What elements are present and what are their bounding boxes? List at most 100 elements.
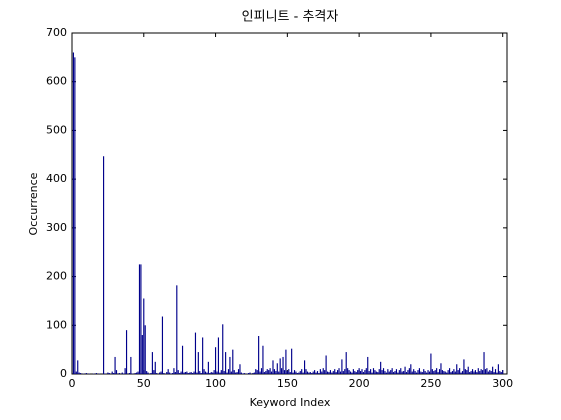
bar [240, 372, 242, 374]
bar [318, 373, 320, 374]
bar [364, 370, 366, 374]
bar [426, 372, 428, 374]
bar [176, 285, 178, 374]
bar [179, 373, 181, 374]
bar [502, 370, 504, 374]
bar [248, 373, 250, 374]
bar [278, 371, 280, 374]
bar [345, 352, 347, 374]
bar [269, 368, 271, 374]
bar [324, 370, 326, 374]
bar [173, 368, 175, 374]
bar [216, 371, 218, 374]
bar [239, 364, 241, 374]
bar [144, 325, 146, 374]
bar [368, 371, 370, 374]
bar [456, 364, 458, 374]
bar [459, 368, 461, 374]
bar [193, 371, 195, 374]
bar [212, 372, 214, 374]
bar [118, 373, 120, 374]
bar [342, 371, 344, 374]
bar [312, 371, 314, 374]
bar [329, 370, 331, 374]
bar [332, 371, 334, 374]
bar [341, 359, 343, 374]
bar [331, 372, 333, 374]
bar [457, 370, 459, 374]
bar [372, 368, 375, 374]
bar [220, 370, 222, 374]
bar [295, 371, 297, 374]
bar [113, 373, 115, 374]
bar [404, 366, 406, 374]
bar [480, 369, 482, 374]
bar [362, 372, 365, 374]
bar [453, 369, 455, 374]
bar [252, 373, 254, 374]
bar [138, 264, 141, 374]
x-tick-label: 150 [277, 377, 298, 390]
bar [236, 372, 238, 374]
y-tick-label: 100 [46, 318, 67, 331]
bar [281, 368, 283, 374]
bar [467, 366, 469, 374]
bar [270, 371, 273, 374]
bar [496, 372, 498, 374]
bar [141, 335, 143, 374]
bar [326, 371, 329, 374]
bar [385, 372, 387, 374]
bar [477, 368, 479, 374]
bar [153, 370, 155, 374]
bar [358, 368, 360, 374]
bar [147, 372, 149, 374]
bar [449, 368, 451, 374]
bar [219, 372, 221, 374]
bar [384, 371, 386, 374]
bar [334, 369, 336, 374]
bar [413, 369, 415, 374]
bar [500, 372, 502, 374]
bar [349, 371, 352, 374]
y-tick-label: 200 [46, 270, 67, 283]
bar [344, 369, 346, 374]
bar [397, 372, 399, 374]
bar [169, 372, 171, 374]
bar [150, 373, 152, 374]
bar [408, 368, 410, 374]
bar [210, 372, 212, 374]
bar [494, 369, 497, 374]
bar [365, 368, 367, 374]
bar [447, 370, 449, 374]
bar [470, 371, 472, 374]
bar [335, 372, 337, 374]
x-axis-label: Keyword Index [250, 396, 331, 409]
bar [387, 369, 389, 374]
bar [446, 372, 448, 374]
bar [428, 371, 431, 374]
bar [209, 373, 211, 374]
bar [114, 356, 116, 374]
bar [217, 337, 220, 374]
bar [433, 371, 435, 374]
bar [268, 370, 270, 374]
bar [466, 370, 468, 374]
bar [161, 316, 164, 374]
bar [77, 360, 79, 374]
bar [207, 361, 209, 374]
bar [430, 353, 432, 374]
bar [308, 372, 310, 374]
bar [479, 371, 481, 374]
bar [390, 370, 392, 374]
bar [388, 371, 390, 374]
bar [223, 371, 225, 374]
bar [348, 370, 350, 374]
bar [213, 370, 215, 374]
bar [301, 369, 303, 374]
bar [197, 352, 199, 374]
bar [440, 363, 442, 374]
bar [461, 371, 464, 374]
bar [357, 370, 359, 374]
bar [134, 373, 136, 374]
bar [438, 369, 441, 374]
